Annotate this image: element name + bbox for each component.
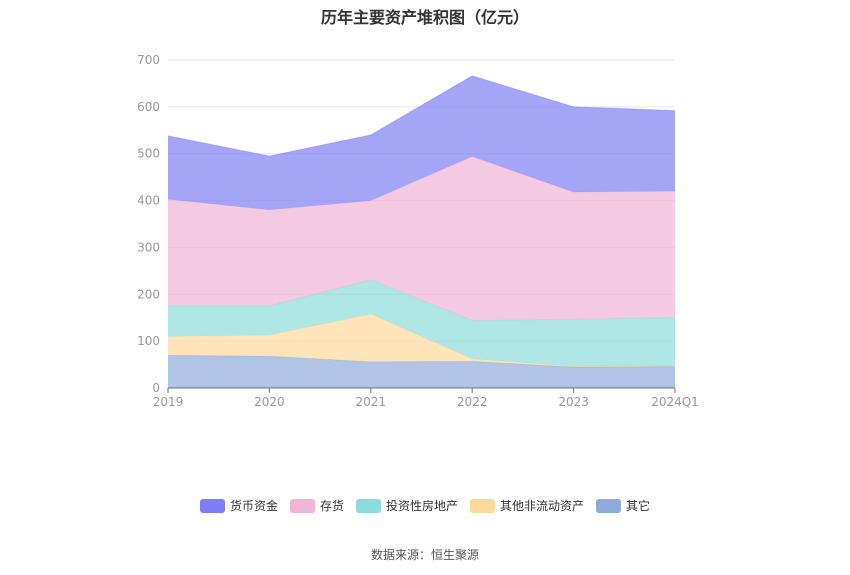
legend-swatch [199,498,225,513]
y-tick-label: 700 [137,53,160,67]
legend-swatch [355,498,381,513]
legend: 货币资金 存货 投资性房地产 其他非流动资产 其它 [0,497,850,514]
x-tick-label: 2022 [457,395,488,409]
legend-item[interactable]: 其它 [596,497,650,514]
legend-swatch [470,498,495,513]
x-tick-label: 2023 [558,395,589,409]
stacked-area-chart: 0 100 200 300 400 500 600 700 2019 2020 2021 2022 20… [137,53,699,409]
x-tick-label: 2024Q1 [651,395,699,409]
legend-item[interactable]: 投资性房地产 [355,497,458,514]
y-tick-label: 500 [137,147,160,161]
area-其它 [168,355,675,388]
y-tick-label: 0 [152,381,160,395]
area-其他非流动资产 [168,314,675,367]
chart-title: 历年主要资产堆积图（亿元） [320,8,529,27]
area-存货 [168,156,675,321]
area-series [167,75,676,388]
y-tick-label: 200 [137,287,160,301]
y-tick-label: 400 [137,194,160,208]
area-货币资金 [168,75,675,210]
legend-label: 投资性房地产 [385,499,458,513]
legend-item[interactable]: 货币资金 [199,497,278,514]
area-投资性房地产 [168,279,675,367]
y-tick-label: 100 [137,334,160,348]
y-tick-label: 600 [137,100,160,114]
legend-item[interactable]: 存货 [289,497,344,514]
y-tick-label: 300 [137,240,160,254]
legend-label: 货币资金 [229,499,278,513]
x-tick-label: 2021 [356,395,387,409]
area-edge-货币资金 [167,75,676,157]
data-source: 数据来源：恒生聚源 [370,548,479,562]
legend-label: 其他非流动资产 [500,499,585,513]
x-tick-label: 2020 [254,395,285,409]
area-edge-其他非流动资产 [167,313,676,367]
legend-swatch [289,498,315,513]
legend-label: 存货 [319,499,344,513]
legend-item[interactable]: 其他非流动资产 [470,497,584,514]
legend-swatch [596,498,622,513]
axes: 0 100 200 300 400 500 600 700 2019 2020 2021 2022 20… [137,53,699,409]
legend-label: 其它 [626,499,651,513]
x-tick-label: 2019 [153,395,184,409]
